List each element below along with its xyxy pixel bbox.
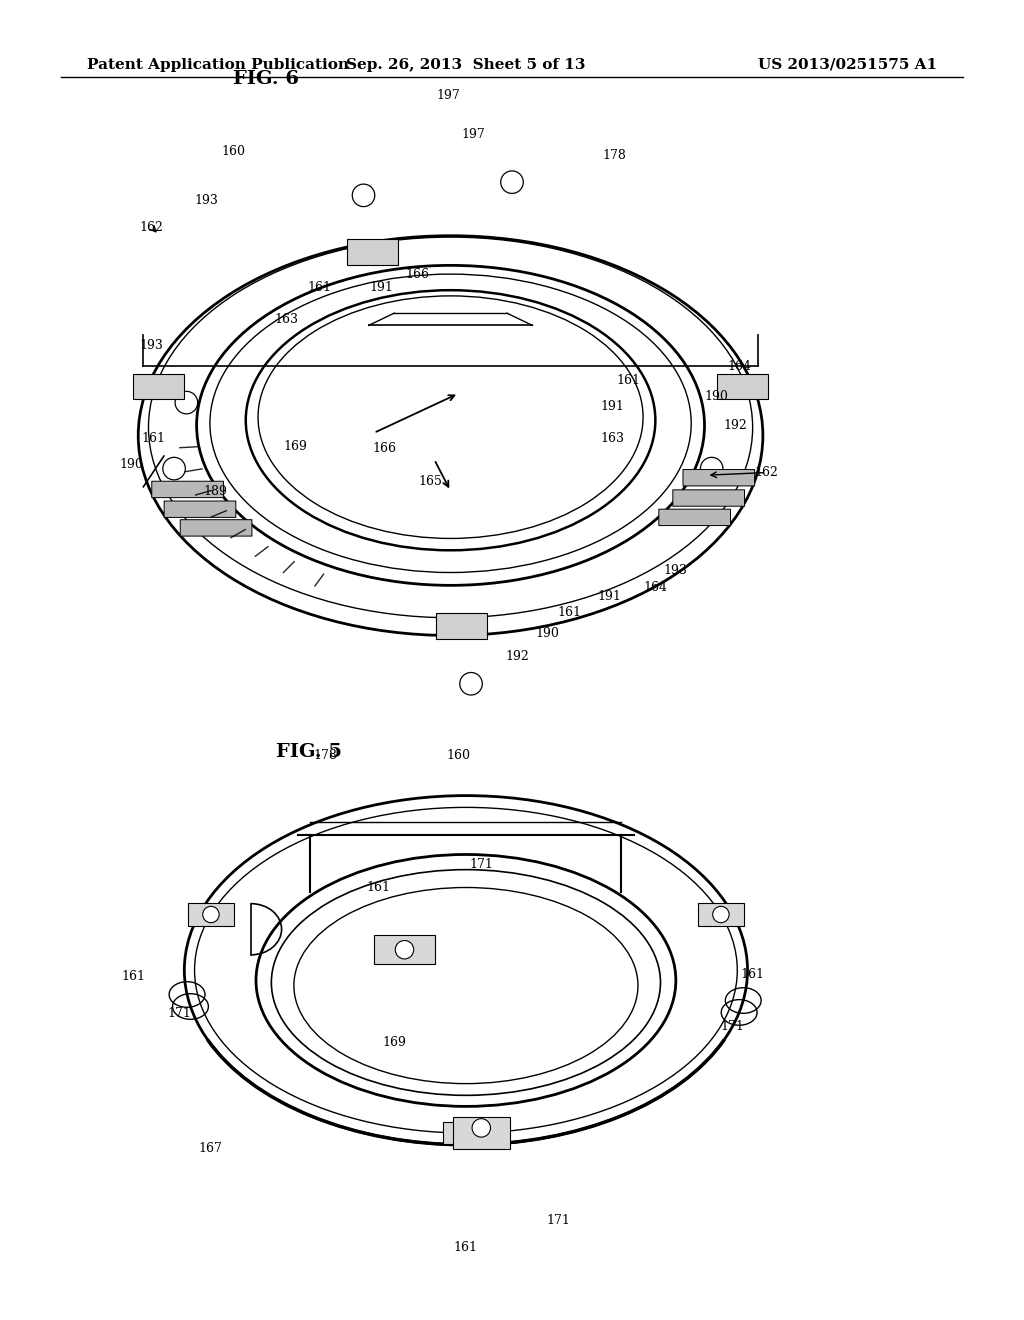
Text: 178: 178 (602, 149, 627, 162)
Bar (442, 1122, 489, 1144)
Text: 160: 160 (446, 748, 471, 762)
Text: 171: 171 (167, 1007, 191, 1020)
Text: 164: 164 (727, 360, 752, 374)
Text: 191: 191 (600, 400, 625, 413)
Text: 190: 190 (119, 458, 143, 471)
Text: 171: 171 (546, 1214, 570, 1228)
Bar (698, 903, 744, 925)
Text: Sep. 26, 2013  Sheet 5 of 13: Sep. 26, 2013 Sheet 5 of 13 (346, 58, 586, 71)
Text: 167: 167 (198, 1142, 222, 1155)
Text: 178: 178 (313, 748, 338, 762)
Text: 161: 161 (616, 374, 641, 387)
FancyBboxPatch shape (658, 510, 730, 525)
Text: 169: 169 (283, 440, 307, 453)
Text: 163: 163 (600, 432, 625, 445)
Circle shape (175, 391, 198, 414)
FancyBboxPatch shape (180, 520, 252, 536)
Text: 193: 193 (195, 194, 219, 207)
Bar (133, 374, 184, 399)
Bar (187, 903, 233, 925)
Text: Patent Application Publication: Patent Application Publication (87, 58, 349, 71)
Text: 192: 192 (505, 649, 529, 663)
Circle shape (203, 907, 219, 923)
Circle shape (352, 183, 375, 207)
Text: 166: 166 (372, 442, 396, 455)
Circle shape (458, 1125, 474, 1142)
Text: 160: 160 (221, 145, 246, 158)
Text: 161: 161 (141, 432, 166, 445)
Text: 197: 197 (461, 128, 485, 141)
Text: 191: 191 (369, 281, 393, 294)
Bar (374, 936, 435, 964)
Bar (717, 374, 768, 399)
Text: 164: 164 (643, 581, 668, 594)
FancyBboxPatch shape (683, 470, 755, 486)
Text: 171: 171 (720, 1020, 744, 1034)
Bar (347, 239, 398, 264)
Circle shape (713, 907, 729, 923)
Circle shape (472, 1118, 490, 1137)
Text: 161: 161 (121, 970, 145, 983)
Text: 161: 161 (557, 606, 582, 619)
Text: 162: 162 (754, 466, 778, 479)
Text: 192: 192 (723, 418, 748, 432)
Circle shape (460, 672, 482, 696)
FancyBboxPatch shape (673, 490, 744, 506)
Text: 197: 197 (436, 88, 461, 102)
Text: 163: 163 (274, 313, 299, 326)
Text: 161: 161 (740, 968, 765, 981)
Text: 191: 191 (597, 590, 622, 603)
Bar (453, 1117, 510, 1150)
Text: 190: 190 (536, 627, 560, 640)
Text: 193: 193 (664, 564, 688, 577)
Text: 161: 161 (454, 1241, 478, 1254)
Circle shape (700, 457, 723, 480)
Text: 193: 193 (139, 339, 164, 352)
Circle shape (395, 941, 414, 958)
FancyBboxPatch shape (164, 502, 236, 517)
Text: 165: 165 (418, 475, 442, 488)
Text: 161: 161 (367, 880, 391, 894)
Text: 189: 189 (203, 484, 227, 498)
Text: US 2013/0251575 A1: US 2013/0251575 A1 (758, 58, 937, 71)
Text: 190: 190 (705, 389, 729, 403)
Text: 166: 166 (406, 268, 430, 281)
Text: 162: 162 (139, 220, 164, 234)
Text: FIG. 5: FIG. 5 (276, 743, 342, 762)
FancyBboxPatch shape (152, 482, 223, 498)
Circle shape (163, 457, 185, 480)
Text: FIG. 6: FIG. 6 (233, 70, 299, 88)
Text: 169: 169 (382, 1036, 407, 1049)
Text: 161: 161 (307, 281, 332, 294)
Circle shape (501, 170, 523, 194)
Bar (435, 612, 486, 639)
Text: 171: 171 (469, 858, 494, 871)
